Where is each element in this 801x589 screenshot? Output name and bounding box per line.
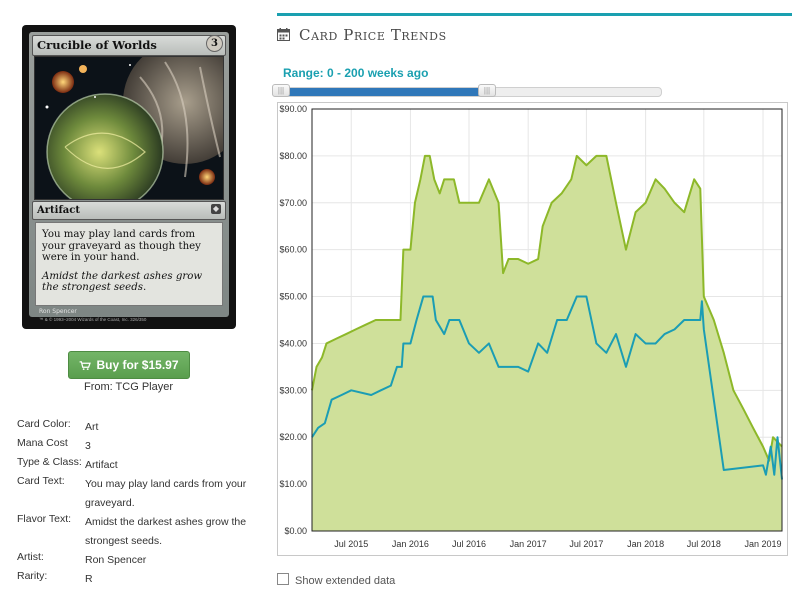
detail-row-mana-cost: Mana Cost 3 <box>17 437 267 456</box>
detail-row-card-text: Card Text: You may play land cards from … <box>17 475 267 513</box>
mana-cost-symbol: 3 <box>206 35 223 52</box>
extended-data-option[interactable]: Show extended data <box>277 573 395 587</box>
range-label: Range: 0 - 200 weeks ago <box>283 66 429 80</box>
x-tick-label: Jan 2019 <box>744 539 781 549</box>
x-tick-label: Jan 2018 <box>627 539 664 549</box>
buy-button[interactable]: Buy for $15.97 <box>68 351 190 379</box>
detail-value: Ron Spencer <box>85 554 147 566</box>
range-slider-handle-end[interactable]: ||| <box>478 84 496 97</box>
y-tick-label: $50.00 <box>279 292 307 302</box>
section-top-rule <box>277 13 792 16</box>
plot-border <box>311 108 783 532</box>
extended-data-checkbox[interactable] <box>277 573 289 585</box>
detail-value: Amidst the darkest ashes grow the strong… <box>85 516 247 547</box>
price-chart-svg: $0.00 $10.00 $20.00 $30.00 $40.00 $50.00 $60.0… <box>279 104 783 549</box>
price-chart: $0.00 $10.00 $20.00 $30.00 $40.00 $50.00 $60.0… <box>277 102 788 556</box>
detail-value: 3 <box>85 440 91 452</box>
detail-value: Art <box>85 421 99 433</box>
x-tick-label: Jul 2015 <box>334 539 368 549</box>
y-tick-label: $20.00 <box>279 432 307 442</box>
series-line-0 <box>311 154 783 462</box>
detail-row-rarity: Rarity: R <box>17 570 267 589</box>
detail-row-flavor-text: Flavor Text: Amidst the darkest ashes gr… <box>17 513 267 551</box>
detail-label: Rarity: <box>17 570 48 582</box>
card-image: Crucible of Worlds 3 <box>22 25 236 329</box>
y-tick-label: $70.00 <box>279 198 307 208</box>
detail-label: Card Text: <box>17 475 65 487</box>
detail-row-color: Card Color: Art <box>17 418 267 437</box>
x-tick-label: Jul 2016 <box>452 539 486 549</box>
detail-row-type: Type & Class: Artifact <box>17 456 267 475</box>
detail-value: R <box>85 573 93 585</box>
y-tick-label: $0.00 <box>284 526 307 536</box>
card-artist-credit: Ron Spencer <box>39 308 77 315</box>
card-frame-inner: Crucible of Worlds 3 <box>29 32 229 322</box>
x-tick-label: Jan 2016 <box>392 539 429 549</box>
card-details: Card Color: Art Mana Cost 3 Type & Class… <box>17 418 267 589</box>
card-title: Crucible of Worlds <box>32 35 226 56</box>
y-tick-label: $60.00 <box>279 245 307 255</box>
detail-label: Artist: <box>17 551 44 563</box>
detail-label: Type & Class: <box>17 456 82 468</box>
card-text-box: You may play land cards from your gravey… <box>35 222 223 306</box>
card-type-line: Artifact <box>32 201 226 220</box>
x-tick-label: Jul 2017 <box>569 539 603 549</box>
section-title: Card Price Trends <box>299 26 447 44</box>
x-tick-label: Jan 2017 <box>510 539 547 549</box>
y-tick-label: $10.00 <box>279 479 307 489</box>
price-source: From: TCG Player <box>83 381 174 393</box>
extended-data-label: Show extended data <box>295 575 396 587</box>
set-symbol-icon: ◆ <box>211 204 221 214</box>
card-artwork <box>34 56 224 200</box>
detail-value: You may play land cards from your gravey… <box>85 478 247 509</box>
range-slider-handle-start[interactable]: ||| <box>272 84 290 97</box>
range-slider-selection <box>284 88 486 96</box>
series-area-0 <box>312 155 782 531</box>
series-line-1 <box>311 295 783 480</box>
shopping-cart-icon <box>80 361 92 370</box>
y-tick-label: $90.00 <box>279 104 307 114</box>
card-artwork-illustration <box>35 57 223 199</box>
detail-label: Mana Cost <box>17 437 68 449</box>
y-tick-label: $30.00 <box>279 385 307 395</box>
y-tick-label: $80.00 <box>279 151 307 161</box>
buy-button-label: Buy for $15.97 <box>96 358 179 372</box>
detail-row-artist: Artist: Ron Spencer <box>17 551 267 570</box>
card-copyright: ™ & © 1993–2004 Wizards of the Coast, In… <box>39 317 147 322</box>
detail-label: Flavor Text: <box>17 513 72 525</box>
detail-value: Artifact <box>85 459 118 471</box>
detail-label: Card Color: <box>17 418 71 430</box>
card-rules-text: You may play land cards from your gravey… <box>42 229 201 263</box>
calendar-icon <box>277 28 290 41</box>
y-tick-label: $40.00 <box>279 338 307 348</box>
card-flavor-text: Amidst the darkest ashes grow the strong… <box>42 270 203 294</box>
x-tick-label: Jul 2018 <box>687 539 721 549</box>
